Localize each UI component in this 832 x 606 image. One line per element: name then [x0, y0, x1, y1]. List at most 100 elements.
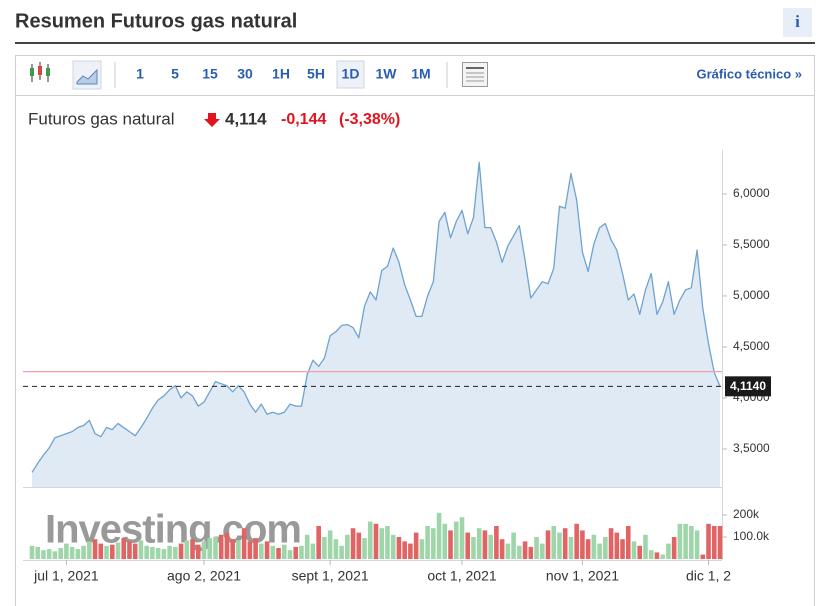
interval-button[interactable]: 1 [136, 66, 144, 82]
volume-bar [155, 548, 161, 559]
volume-bar [390, 534, 396, 559]
volume-bar [528, 546, 534, 559]
volume-bar [551, 526, 557, 559]
volume-bar [706, 523, 711, 559]
volume-bar [574, 523, 579, 559]
volume-bar [482, 530, 488, 559]
volume-bar [201, 541, 207, 559]
volume-bar [270, 545, 276, 559]
volume-bar [224, 532, 230, 559]
volume-bar [431, 528, 436, 559]
volume-bar [69, 546, 75, 559]
volume-bar [453, 521, 459, 559]
quote-change: -0,144 [281, 111, 326, 128]
table-icon[interactable] [462, 62, 488, 87]
volume-bar [517, 545, 522, 559]
volume-bar [29, 545, 35, 559]
volume-bar [127, 541, 132, 559]
volume-bar [178, 543, 184, 559]
interval-button[interactable]: 15 [202, 66, 218, 82]
volume-bar [167, 545, 172, 559]
down-arrow [204, 113, 220, 127]
volume-bar [64, 543, 69, 559]
volume-bar [144, 545, 149, 559]
volume-bar [654, 552, 660, 559]
candles-icon[interactable] [30, 62, 50, 82]
volume-bar [81, 545, 86, 559]
volume-bar [511, 532, 516, 559]
volume-bar [603, 537, 608, 559]
volume-bar [195, 544, 201, 559]
price-area [32, 162, 720, 487]
interval-button[interactable]: 5H [307, 66, 325, 82]
volume-bar [585, 539, 591, 559]
volume-bar [52, 551, 58, 559]
volume-bar [276, 548, 281, 559]
volume-bar [717, 526, 723, 559]
x-tick-label: jul 1, 2021 [33, 568, 99, 584]
quote-change-pct: (-3,38%) [339, 111, 400, 128]
volume-bar [545, 530, 551, 559]
x-tick-label: nov 1, 2021 [546, 568, 619, 584]
volume-bar [671, 537, 677, 559]
x-tick-label: oct 1, 2021 [427, 568, 496, 584]
volume-bar [236, 540, 241, 559]
interval-button[interactable]: 1D [342, 66, 360, 82]
volume-bar [448, 530, 453, 559]
volume-bar [591, 534, 597, 559]
volume-bar [241, 528, 247, 559]
volume-bar [539, 543, 545, 559]
volume-bar [373, 523, 379, 559]
price-line [31, 161, 721, 473]
volume-bar [385, 526, 390, 559]
volume-bar [557, 532, 562, 559]
x-tick-label: ago 2, 2021 [167, 568, 241, 584]
volume-bar [677, 523, 683, 559]
volume-bar [230, 539, 235, 559]
volume-bar [356, 532, 362, 559]
info-button[interactable] [783, 8, 812, 37]
volume-bar [345, 534, 350, 559]
interval-button[interactable]: 30 [237, 66, 253, 82]
volume-bar [608, 528, 614, 559]
volume-bar [425, 526, 430, 559]
interval-button[interactable]: 5 [171, 66, 179, 82]
volume-bar [465, 532, 471, 559]
volume-bar [121, 538, 127, 559]
volume-bar [92, 539, 98, 559]
volume-bar [459, 517, 465, 559]
volume-bar [316, 526, 321, 559]
info-icon[interactable]: i [795, 12, 800, 31]
x-tick-label: sept 1, 2021 [292, 568, 369, 584]
volume-bar [494, 526, 499, 559]
volume-bar [109, 544, 115, 559]
volume-bar [281, 544, 287, 559]
volume-bar [190, 539, 195, 559]
volume-bar [184, 540, 190, 559]
technical-chart-link[interactable]: Gráfico técnico » [697, 66, 802, 81]
area-icon-shape [76, 68, 98, 85]
volume-bar [339, 545, 344, 559]
interval-button[interactable]: 1H [272, 66, 290, 82]
plot: Investing.com3,50004,00004,50005,00005,5… [23, 161, 771, 584]
interval-button[interactable]: 1W [376, 66, 398, 82]
volume-bar [488, 534, 493, 559]
volume-bar [253, 538, 258, 559]
volume-bar [304, 534, 310, 559]
interval-button[interactable]: 1M [411, 66, 430, 82]
volume-bar [58, 548, 63, 559]
y-tick-label: 4,5000 [733, 339, 770, 353]
volume-bar [683, 523, 688, 559]
volume-bar [207, 538, 213, 559]
volume-bar [396, 537, 402, 559]
volume-bar [522, 541, 528, 559]
volume-bar [580, 530, 585, 559]
volume-bar [534, 537, 539, 559]
quote-last: 4,114 [225, 109, 267, 128]
volume-bar [87, 541, 92, 559]
volume-bar [471, 537, 476, 559]
volume-bar [694, 530, 700, 559]
volume-tick-label: 100.0k [733, 529, 770, 543]
volume-bar [287, 550, 293, 559]
volume-bar [213, 537, 218, 559]
